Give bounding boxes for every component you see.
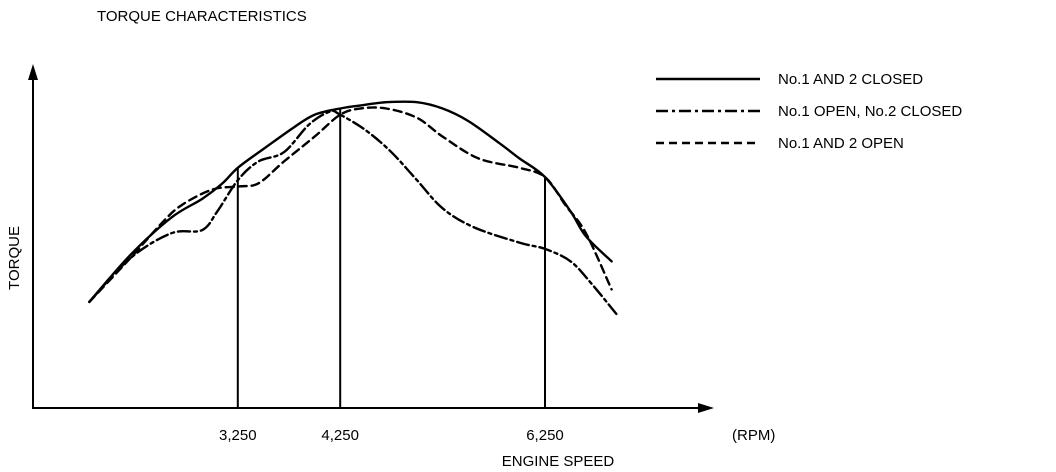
chart-title: TORQUE CHARACTERISTICS xyxy=(97,8,307,25)
legend-label-2: No.1 AND 2 OPEN xyxy=(778,135,904,152)
x-tick-label-1: 4,250 xyxy=(321,427,359,444)
y-axis-label: TORQUE xyxy=(6,226,23,290)
x-tick-labels: 3,250 4,250 6,250 xyxy=(219,427,564,444)
legend-label-0: No.1 AND 2 CLOSED xyxy=(778,71,923,88)
series-line-0 xyxy=(88,100,613,304)
x-tick-label-0: 3,250 xyxy=(219,427,257,444)
axes xyxy=(28,64,714,413)
x-axis-arrow xyxy=(698,403,714,413)
series-line-1 xyxy=(88,109,618,316)
y-axis-arrow xyxy=(28,64,38,80)
x-tick-label-2: 6,250 xyxy=(526,427,564,444)
series-layer xyxy=(88,100,618,316)
x-axis-label: ENGINE SPEED xyxy=(502,453,615,470)
series-line-2 xyxy=(88,106,613,304)
legend-label-1: No.1 OPEN, No.2 CLOSED xyxy=(778,103,962,120)
reference-lines xyxy=(236,108,546,408)
x-axis-unit: (RPM) xyxy=(732,427,775,444)
legend: No.1 AND 2 CLOSED No.1 OPEN, No.2 CLOSED N… xyxy=(656,71,962,152)
